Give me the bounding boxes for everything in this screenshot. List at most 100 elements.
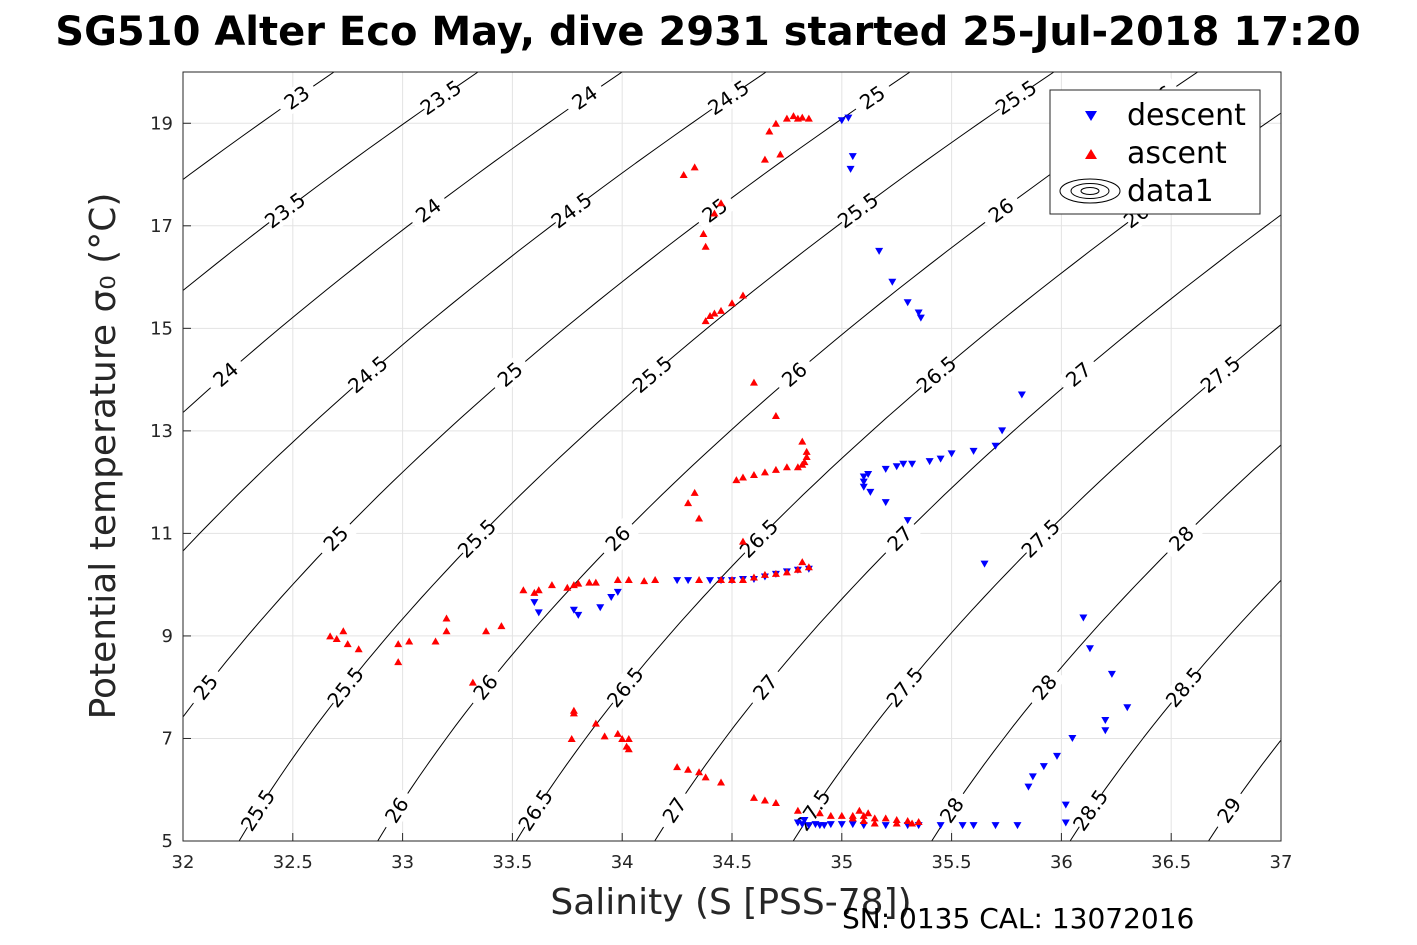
contour-label: 27.5	[1196, 351, 1246, 398]
ascent-point	[673, 763, 682, 771]
ascent-point	[613, 576, 622, 584]
x-tick-label: 33.5	[492, 852, 532, 873]
contour-label: 25.5	[322, 662, 369, 712]
contour-label: 26.5	[912, 351, 962, 398]
descent-point	[936, 822, 945, 830]
x-tick-label: 32.5	[273, 852, 313, 873]
ascent-point	[394, 658, 403, 666]
ascent-point	[591, 578, 600, 586]
descent-point	[1061, 819, 1070, 827]
ascent-point	[343, 640, 352, 648]
ascent-point	[765, 127, 774, 135]
y-tick-label: 7	[162, 728, 173, 749]
descent-point	[881, 499, 890, 507]
legend-data1-label: data1	[1127, 174, 1214, 209]
data-markers	[326, 112, 1132, 830]
descent-point	[793, 819, 802, 827]
descent-point	[811, 821, 820, 829]
descent-point	[903, 299, 912, 307]
descent-point	[875, 247, 884, 255]
descent-point	[947, 450, 956, 458]
contour-label-group: 23.5	[416, 75, 466, 120]
ascent-point	[563, 583, 572, 591]
x-tick-label: 35.5	[932, 852, 972, 873]
descent-point	[914, 309, 923, 317]
contour-label: 24.5	[703, 75, 753, 120]
contour-label-bg	[314, 516, 358, 561]
contour-label-bg	[1023, 664, 1066, 710]
contour-label-bg	[629, 353, 675, 396]
contour-label-group: 25.5	[628, 351, 677, 398]
x-tick-label: 36	[1050, 852, 1073, 873]
contour-label-group: 26.5	[602, 662, 649, 712]
contour-label-bg	[1162, 664, 1206, 710]
descent-point	[881, 465, 890, 473]
legend-descent-label: descent	[1127, 98, 1246, 133]
contour-label-group: 25.5	[991, 75, 1041, 120]
contour-label-group: 28	[931, 787, 973, 833]
contour-line-28-5	[1069, 579, 1281, 841]
descent-point	[1085, 645, 1094, 653]
ascent-point	[798, 558, 807, 566]
contour-label-group: 24.5	[547, 187, 597, 233]
contour-label-bg	[654, 787, 695, 833]
ascent-point	[908, 819, 917, 827]
ascent-point	[749, 470, 758, 478]
contour-label-bg	[455, 516, 499, 561]
contour-label-bg	[262, 189, 308, 232]
ascent-point	[690, 488, 699, 496]
ascent-point	[892, 819, 901, 827]
y-tick-label: 17	[150, 216, 173, 237]
contour-label-group: 28	[1023, 664, 1066, 710]
contour-line-23-5	[183, 72, 479, 292]
ascent-point	[624, 576, 633, 584]
ascent-point	[771, 799, 780, 807]
contour-label: 24.5	[343, 351, 392, 398]
ascent-point	[706, 312, 715, 320]
descent-point	[991, 822, 1000, 830]
ascent-point	[749, 573, 758, 581]
ascent-point	[534, 586, 543, 594]
contour-label-group: 26.5	[513, 785, 558, 835]
contour-label-bg	[849, 77, 896, 118]
descent-point	[969, 447, 978, 455]
contour-label-bg	[405, 189, 451, 232]
descent-point	[1068, 734, 1077, 742]
descent-point	[1017, 391, 1026, 399]
contour-label-group: 28.5	[1068, 785, 1113, 835]
contour-label-group: 25.5	[236, 785, 280, 835]
contour-label-bg	[1208, 787, 1250, 833]
ascent-point	[482, 627, 491, 635]
descent-point	[820, 822, 829, 830]
ascent-point	[837, 811, 846, 819]
density-contours	[183, 72, 1281, 841]
ascent-point	[859, 811, 868, 819]
contour-label-bg	[993, 77, 1039, 118]
descent-point	[596, 604, 605, 612]
descent-point	[848, 821, 857, 829]
descent-point	[859, 473, 868, 481]
ascent-point	[710, 209, 719, 217]
ascent-point	[732, 476, 741, 484]
ascent-point	[717, 778, 726, 786]
descent-point	[958, 822, 967, 830]
ascent-point	[881, 814, 890, 822]
x-tick-label: 34.5	[712, 852, 752, 873]
contour-line-27	[654, 214, 1281, 841]
ascent-point	[771, 119, 780, 127]
contour-label-bg	[324, 664, 367, 710]
y-tick-label: 19	[150, 113, 173, 134]
contour-label-group: 27.5	[881, 662, 928, 712]
ascent-point	[760, 796, 769, 804]
ascent-point	[815, 809, 824, 817]
contour-label-group: 24.5	[703, 75, 753, 120]
descent-point	[866, 488, 875, 496]
legend-box	[1049, 89, 1261, 215]
ascent-point	[468, 678, 477, 686]
contour-label-group: 26	[978, 189, 1024, 232]
contour-label-bg	[596, 516, 640, 561]
descent-point	[1079, 614, 1088, 622]
descent-point	[1013, 822, 1022, 830]
descent-point	[706, 577, 715, 585]
contour-label-bg	[184, 664, 227, 710]
